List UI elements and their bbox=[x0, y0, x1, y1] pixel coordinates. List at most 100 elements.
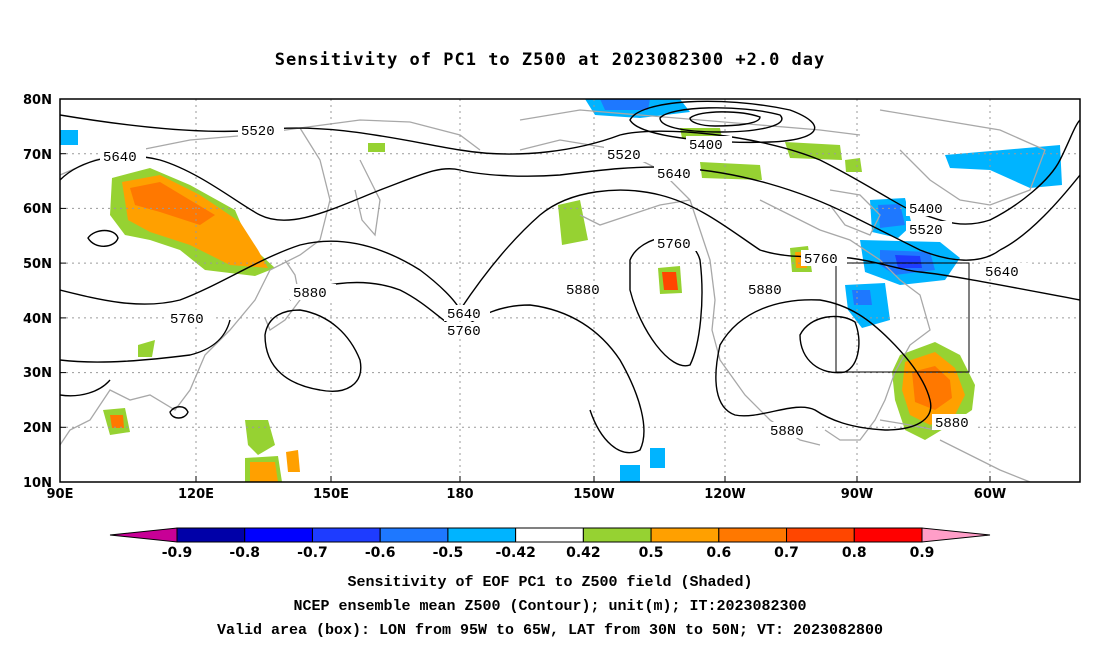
colorbar-box bbox=[244, 527, 313, 543]
contour-label-5640-c: 5640 bbox=[985, 265, 1019, 281]
contour-labels: 5520 5640 5520 5400 5640 5400 5520 5640 … bbox=[100, 122, 1028, 440]
shade-positive-arctic-4 bbox=[845, 158, 862, 172]
shade-positive-arctic-3 bbox=[700, 162, 762, 180]
colorbar-label: 0.7 bbox=[774, 545, 799, 561]
lat-label: 60N bbox=[23, 202, 52, 217]
lat-label: 10N bbox=[23, 476, 52, 491]
colorbar-label: -0.9 bbox=[162, 545, 193, 561]
colorbar-box bbox=[176, 527, 246, 543]
caption-line-3: Valid area (box): LON from 95W to 65W, L… bbox=[216, 622, 884, 639]
colorbar-box bbox=[582, 527, 652, 543]
shade-negative-great-lakes-core bbox=[852, 290, 872, 305]
shade-positive-philippines bbox=[245, 420, 275, 455]
lon-label: 120W bbox=[704, 487, 745, 502]
colorbar-label: 0.5 bbox=[639, 545, 664, 561]
contour-label-5760-d: 5760 bbox=[447, 324, 481, 340]
contour-label-5760-a: 5760 bbox=[657, 237, 691, 253]
contour-5400-inner1 bbox=[659, 107, 783, 133]
colorbar-box bbox=[311, 527, 381, 543]
contour-5400-inner2 bbox=[689, 111, 761, 127]
lon-label: 60W bbox=[974, 487, 1006, 502]
contour-5520-north bbox=[60, 114, 911, 211]
shade-negative-pacific-south-2 bbox=[650, 448, 665, 468]
shade-positive-taiwan bbox=[138, 340, 155, 357]
colorbar-label: 0.6 bbox=[706, 545, 731, 561]
shade-positive-se-asia-core bbox=[110, 415, 124, 428]
shade-positive-asia-core bbox=[130, 182, 215, 225]
axis-ticks bbox=[60, 98, 991, 483]
contour-5880-pacific bbox=[289, 281, 645, 454]
shade-positive-pacific-ne-core bbox=[662, 272, 678, 290]
contour-label-5880-e: 5880 bbox=[935, 416, 969, 432]
colorbar-box bbox=[786, 527, 855, 543]
plot-frame bbox=[59, 98, 1081, 483]
gridlines bbox=[60, 99, 1080, 482]
lon-label: 90E bbox=[47, 487, 74, 502]
shade-positive-arctic-2 bbox=[785, 142, 842, 160]
shade-positive-pacific-west-core bbox=[250, 462, 278, 482]
lon-label: 90W bbox=[841, 487, 873, 502]
colorbar-boxes bbox=[176, 527, 923, 543]
lon-label: 150W bbox=[573, 487, 614, 502]
shade-negative-arctic-top-core bbox=[600, 99, 650, 110]
coastline-arctic bbox=[519, 109, 861, 136]
contour-5880-america bbox=[715, 299, 932, 431]
caption-line-1: Sensitivity of EOF PC1 to Z500 field (Sh… bbox=[347, 574, 753, 591]
coastline-cuba bbox=[879, 419, 936, 431]
colorbar-box bbox=[515, 527, 584, 543]
colorbar-box bbox=[447, 527, 517, 543]
lon-label: 150E bbox=[313, 487, 349, 502]
colorbar-low-extension bbox=[109, 527, 178, 543]
valid-area-box bbox=[835, 262, 970, 373]
contour-label-5400-b: 5400 bbox=[909, 202, 943, 218]
colorbar-box bbox=[853, 527, 923, 543]
contour-5880-south bbox=[60, 379, 111, 397]
lat-label: 30N bbox=[23, 366, 52, 381]
coastline-hudson-bay bbox=[829, 189, 881, 236]
contour-label-5880-c: 5880 bbox=[748, 283, 782, 299]
contour-5640-west bbox=[60, 155, 1001, 261]
colorbar-label: 0.42 bbox=[566, 545, 601, 561]
contour-5880-asia bbox=[60, 319, 231, 363]
contour-label-5640-a: 5640 bbox=[103, 150, 137, 166]
shade-negative-east-canada-deep bbox=[895, 255, 922, 268]
lat-label: 50N bbox=[23, 257, 52, 272]
map-title: Sensitivity of PC1 to Z500 at 2023082300… bbox=[274, 50, 826, 70]
colorbar-label: 0.8 bbox=[842, 545, 867, 561]
coastline-canada-east bbox=[759, 199, 931, 441]
caption-line-2: NCEP ensemble mean Z500 (Contour); unit(… bbox=[293, 598, 807, 615]
contour-label-5400-a: 5400 bbox=[689, 138, 723, 154]
colorbar-box bbox=[379, 527, 449, 543]
contour-5640-loop bbox=[87, 229, 119, 247]
contour-5640-east bbox=[999, 174, 1080, 251]
coastline-greenland bbox=[879, 109, 1046, 206]
lon-label: 120E bbox=[178, 487, 214, 502]
contour-5880-small bbox=[169, 406, 189, 419]
shade-negative-greenland bbox=[945, 145, 1062, 188]
colorbar-label: -0.7 bbox=[297, 545, 328, 561]
contour-label-5640-d: 5640 bbox=[447, 307, 481, 323]
colorbar-label: -0.42 bbox=[495, 545, 535, 561]
contour-label-5520-a: 5520 bbox=[241, 124, 275, 140]
contour-label-5520-b: 5520 bbox=[607, 148, 641, 164]
colorbar-labels: -0.9 -0.8 -0.7 -0.6 -0.5 -0.42 0.42 0.5 0.6 0.7 0.… bbox=[162, 545, 935, 561]
coastline-asia bbox=[60, 119, 481, 446]
shade-negative-pacific-south bbox=[620, 465, 640, 482]
contour-label-5760-c: 5760 bbox=[170, 312, 204, 328]
contour-5760-loop bbox=[629, 236, 703, 367]
contour-label-5640-b: 5640 bbox=[657, 167, 691, 183]
sensitivity-shading bbox=[60, 99, 1062, 482]
shade-positive-atlantic-core bbox=[912, 366, 952, 410]
colorbar-label: 0.9 bbox=[910, 545, 935, 561]
lon-label: 180 bbox=[446, 487, 473, 502]
lat-label: 20N bbox=[23, 421, 52, 436]
lat-label: 40N bbox=[23, 312, 52, 327]
lat-label: 70N bbox=[23, 148, 52, 163]
colorbar-high-extension bbox=[921, 527, 991, 543]
contour-label-5880-a: 5880 bbox=[293, 286, 327, 302]
colorbar-label: -0.5 bbox=[433, 545, 464, 561]
shade-negative-great-lakes bbox=[845, 283, 890, 328]
contour-label-5880-b: 5880 bbox=[566, 283, 600, 299]
latitude-labels: 80N 70N 60N 50N 40N 30N 20N 10N bbox=[23, 93, 52, 491]
